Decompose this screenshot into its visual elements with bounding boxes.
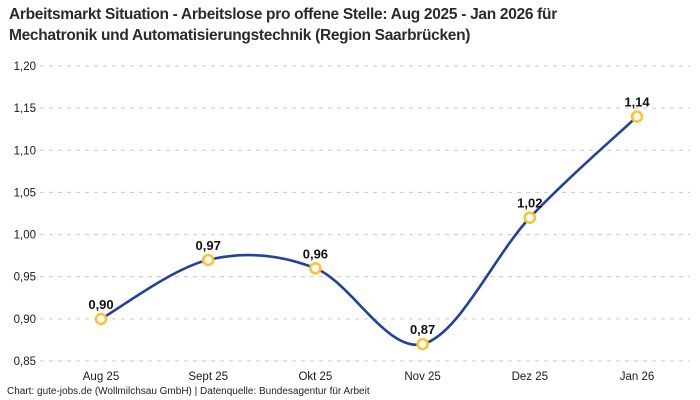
data-point-marker (94, 312, 108, 326)
chart-title-line1: Arbeitsmarkt Situation - Arbeitslose pro… (9, 6, 557, 23)
data-point-label: 1,02 (517, 196, 542, 211)
y-axis-tick-label: 1,20 (14, 61, 36, 73)
y-axis-tick-label: 0,90 (14, 314, 36, 326)
chart-title-line2: Mechatronik und Automatisierungstechnik … (9, 27, 471, 44)
y-axis-tick-label: 1,05 (14, 187, 36, 199)
data-point-marker (523, 211, 537, 224)
data-point-label: 1,14 (624, 95, 650, 110)
y-axis-tick-label: 1,15 (14, 103, 36, 115)
data-point-marker (630, 110, 644, 123)
y-axis-tick-label: 1,00 (14, 230, 36, 242)
data-point-label: 0,97 (196, 238, 221, 253)
y-axis-tick-label: 0,85 (14, 356, 36, 368)
data-point-label: 0,90 (88, 297, 113, 312)
x-axis-tick-label: Aug 25 (83, 371, 119, 383)
x-axis-tick-label: Nov 25 (404, 371, 440, 383)
data-point-marker (201, 253, 215, 267)
y-axis-tick-label: 0,95 (14, 272, 36, 284)
data-point-marker (416, 337, 429, 351)
chart-source: Chart: gute-jobs.de (Wollmilchsau GmbH) … (7, 386, 370, 397)
x-axis-tick-label: Okt 25 (298, 371, 332, 383)
x-axis-tick-label: Dez 25 (512, 371, 548, 383)
data-point-label: 0,87 (410, 322, 435, 337)
chart-title: Arbeitsmarkt Situation - Arbeitslose pro… (9, 4, 694, 46)
x-axis-tick-label: Sept 25 (188, 371, 228, 383)
x-axis-tick-label: Jan 26 (620, 371, 655, 383)
data-point-marker (309, 261, 322, 275)
data-line (99, 115, 639, 347)
data-point-label: 0,96 (303, 246, 328, 261)
y-axis-tick-label: 1,10 (14, 145, 36, 157)
